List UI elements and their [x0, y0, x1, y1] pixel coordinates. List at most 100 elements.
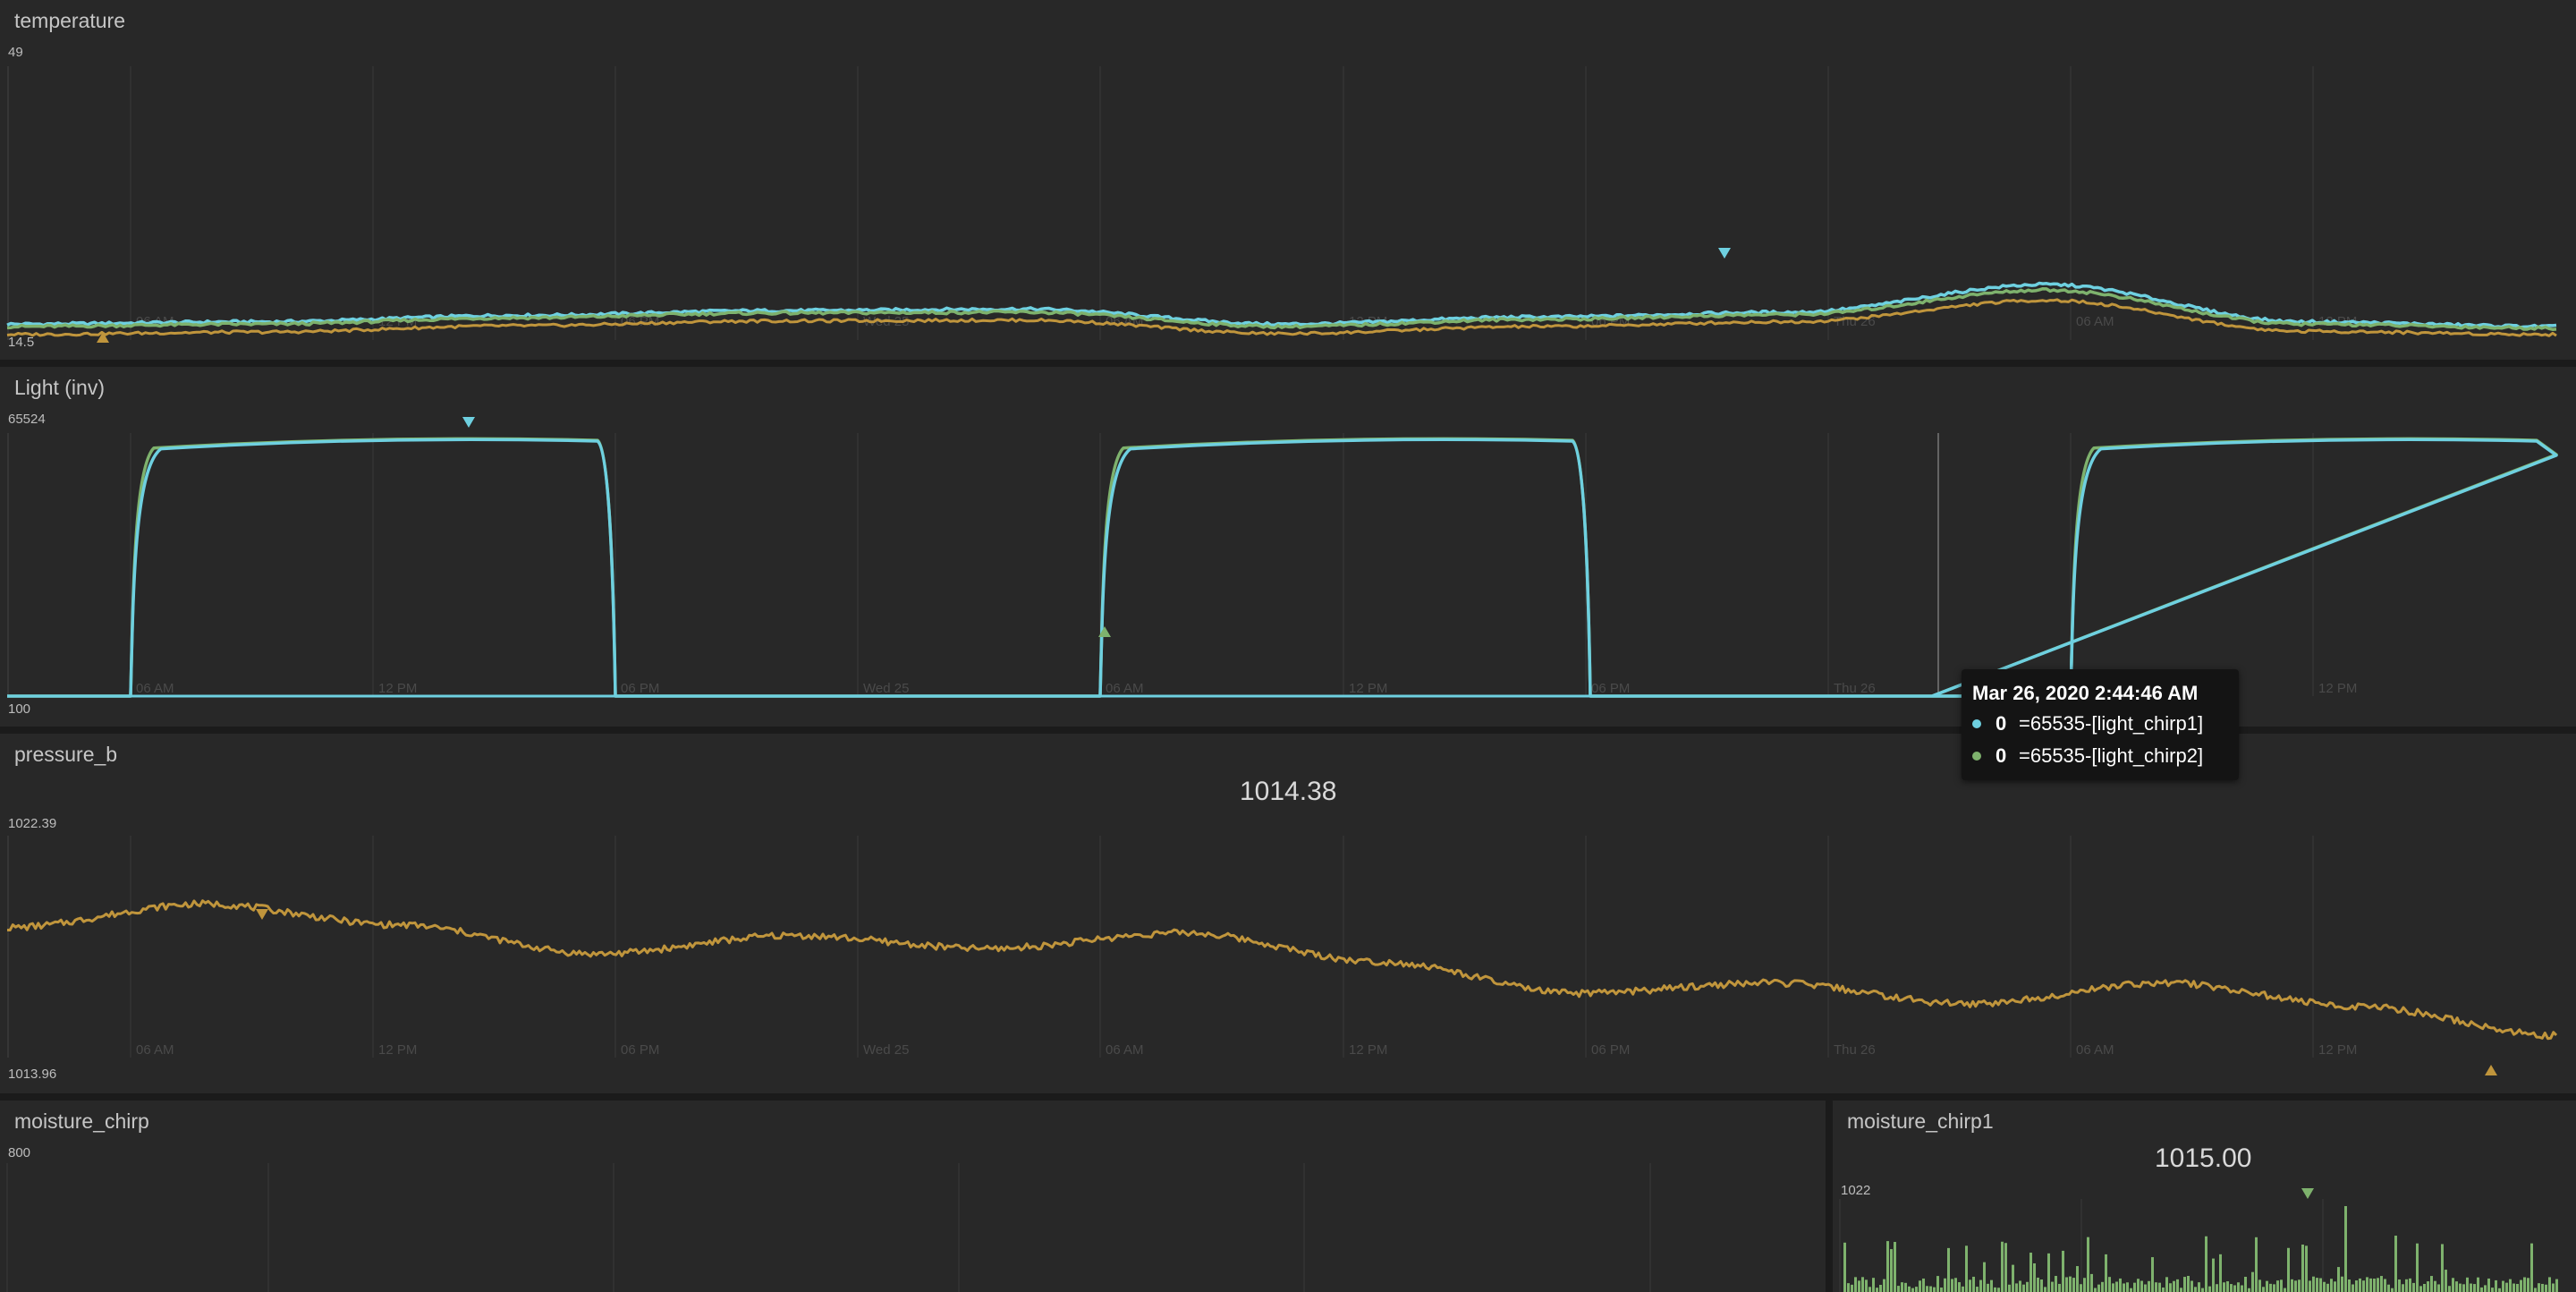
moisture-bar [2552, 1283, 2555, 1292]
moisture-bar [2527, 1278, 2529, 1292]
x-tick-label: Wed 25 [863, 1042, 909, 1058]
moisture-bar [1929, 1286, 1932, 1292]
x-tick-label: 12 PM [378, 681, 417, 696]
moisture-bar [2380, 1276, 2383, 1292]
moisture-bar [2394, 1236, 2397, 1292]
pressure-series-line [7, 899, 2558, 1041]
min-marker [97, 332, 109, 343]
moisture-bar [2140, 1280, 2143, 1292]
moisture-bar [1962, 1286, 1964, 1292]
moisture-bar [2462, 1284, 2465, 1292]
moisture1-graph[interactable] [1833, 1101, 2576, 1292]
moisture-bar [2430, 1276, 2433, 1292]
light-series-line [7, 437, 2558, 698]
moisture-bar [2241, 1285, 2243, 1292]
panel-title[interactable]: moisture_chirp1 [1847, 1109, 1994, 1133]
moisture-bar [2341, 1276, 2343, 1292]
moisture-bar [2309, 1280, 2311, 1292]
moisture-bar [2037, 1277, 2039, 1292]
moisture-bar [2040, 1279, 2043, 1292]
moisture-bar [2094, 1288, 2097, 1292]
y-min-label: 1013.96 [8, 1067, 57, 1082]
x-tick-label: 06 AM [1106, 681, 1144, 696]
min-marker [1098, 626, 1111, 637]
light-graph[interactable]: 06 AM 12 PM 06 PM Wed 25 06 AM 12 PM 06 PM Thu … [0, 367, 2576, 727]
moisture-bar [2223, 1282, 2225, 1292]
pressure-graph[interactable]: 06 AM 12 PM 06 PM Wed 25 06 AM 12 PM 06 PM Thu … [0, 734, 2576, 1093]
moisture-bar [2437, 1284, 2440, 1292]
moisture-bar [1990, 1279, 1993, 1292]
moisture-bar [1908, 1286, 1911, 1292]
moisture-bar [2362, 1280, 2365, 1292]
moisture-bar [2180, 1288, 2182, 1292]
max-marker [462, 417, 475, 428]
moisture-bar [2530, 1243, 2533, 1292]
panel-title[interactable]: Light (inv) [14, 376, 105, 399]
x-tick-label: 06 AM [136, 681, 174, 696]
panel-title[interactable]: pressure_b [14, 743, 118, 766]
moisture-panel: moisture_chirp 800 [0, 1101, 1826, 1292]
x-tick-label: 12 PM [1349, 1042, 1387, 1058]
moisture-bar [2123, 1283, 2125, 1292]
moisture-bar [2495, 1279, 2497, 1292]
moisture-bar [2434, 1280, 2436, 1292]
moisture-bar [1858, 1280, 1860, 1292]
moisture-bar [1972, 1276, 1975, 1292]
moisture-bar [2280, 1279, 2283, 1292]
moisture-bar [2294, 1280, 2297, 1292]
moisture-bar [2445, 1270, 2447, 1292]
moisture-bar [2190, 1280, 2193, 1292]
moisture-bar [2487, 1278, 2490, 1292]
moisture-bar [2022, 1284, 2025, 1292]
x-tick-label: 06 AM [2076, 314, 2114, 329]
moisture-bar [2108, 1277, 2111, 1292]
moisture-bar [2144, 1284, 2147, 1292]
moisture-bar [2298, 1279, 2301, 1292]
moisture-bar [1997, 1288, 2000, 1292]
moisture-bar [2165, 1277, 2168, 1292]
moisture-bar [2244, 1277, 2247, 1292]
moisture-bar [2373, 1279, 2376, 1292]
moisture-bar [1886, 1241, 1889, 1292]
x-tick-label: Thu 26 [1834, 1042, 1876, 1058]
moisture-graph[interactable] [0, 1101, 1826, 1292]
panel-title[interactable]: temperature [14, 9, 126, 32]
moisture-bar [2198, 1282, 2200, 1292]
moisture1-panel: moisture_chirp1 1015.00 1022 [1833, 1101, 2576, 1292]
moisture-bar [1922, 1278, 1925, 1292]
moisture-bar [2051, 1281, 2054, 1292]
moisture-bar [2119, 1278, 2122, 1292]
x-tick-label: 06 AM [136, 1042, 174, 1058]
moisture-bar [1954, 1278, 1957, 1292]
temperature-graph[interactable]: 06 AM 12 PM 06 PM Wed 25 06 AM 12 PM 06 PM Thu … [0, 0, 2576, 360]
moisture-bar [2412, 1282, 2415, 1292]
moisture-bar [2137, 1279, 2140, 1292]
moisture-bar [2155, 1282, 2157, 1292]
moisture-bar [1944, 1278, 1946, 1292]
moisture-bar [2101, 1281, 2104, 1292]
moisture-bar [2470, 1283, 2472, 1292]
moisture-bar [2187, 1276, 2190, 1292]
panel-title[interactable]: moisture_chirp [14, 1109, 149, 1133]
moisture-bar [1868, 1287, 1871, 1292]
moisture-bar [2183, 1277, 2186, 1292]
moisture-bar [1979, 1279, 1982, 1292]
moisture-bar [2130, 1288, 2132, 1292]
moisture-bar [2065, 1277, 2068, 1292]
moisture-bar [2441, 1244, 2444, 1292]
big-value: 1014.38 [1240, 777, 1337, 806]
tooltip-value: 0 [1996, 744, 2007, 767]
moisture-bar [2230, 1284, 2233, 1292]
moisture-bar [2001, 1241, 2004, 1292]
moisture-bar [2384, 1279, 2386, 1292]
moisture-bar [2033, 1263, 2036, 1292]
moisture-bar [1926, 1286, 1928, 1292]
moisture-bar [2473, 1284, 2476, 1292]
x-tick-label: Wed 25 [863, 681, 909, 696]
moisture-bar [2112, 1283, 2114, 1292]
moisture-bar [1911, 1288, 1914, 1292]
x-tick-label: 06 PM [1591, 681, 1630, 696]
moisture-bar [1965, 1245, 1968, 1292]
moisture-bar [2158, 1282, 2161, 1292]
moisture-bar [2512, 1283, 2515, 1292]
